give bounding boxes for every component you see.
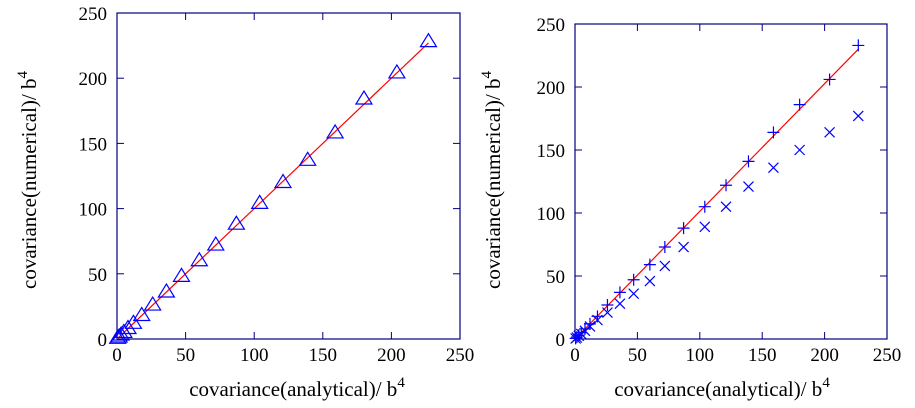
triangle-marker: [273, 173, 293, 189]
reference-line: [116, 42, 429, 340]
cross-marker: [794, 144, 806, 156]
y-axis-label: covariance(numerical)/ b4: [15, 71, 41, 289]
cross-marker: [768, 162, 779, 174]
plus-marker: [742, 155, 755, 168]
y-tick-label: 250: [537, 15, 566, 36]
triangle-marker: [298, 151, 317, 166]
plus-marker: [677, 222, 690, 235]
triangle-marker: [227, 215, 246, 230]
cross-marker: [678, 241, 690, 253]
plot-frame: [116, 12, 461, 340]
x-tick-label: 150: [309, 345, 338, 366]
x-tick-label: 50: [176, 345, 195, 366]
triangle-marker: [124, 314, 143, 329]
cross-marker: [743, 181, 754, 192]
triangle-marker: [143, 295, 162, 311]
triangle-marker: [250, 194, 269, 209]
triangle-marker: [172, 267, 191, 282]
x-tick-label: 0: [570, 345, 580, 366]
plus-marker: [627, 273, 640, 286]
plus-marker: [578, 322, 591, 335]
x-tick-label: 250: [873, 345, 902, 366]
y-tick-label: 100: [79, 200, 108, 221]
triangle-marker: [354, 89, 374, 105]
series-cross: [570, 110, 864, 344]
triangle-marker: [132, 306, 151, 322]
chart-panel-2: 0 50 100 150 200 250 0 50 100 150 200 250 covariance…: [479, 15, 901, 401]
y-tick-label: 200: [79, 69, 108, 90]
triangle-marker: [114, 323, 133, 339]
y-tick-label: 250: [79, 4, 108, 25]
plus-marker: [601, 298, 614, 311]
x-axis-label: covariance(analytical)/ b4: [614, 375, 830, 401]
triangle-marker: [326, 123, 345, 139]
cross-marker: [644, 275, 656, 287]
plus-marker: [698, 200, 711, 213]
x-tick-label: 50: [628, 345, 647, 366]
triangle-marker: [190, 251, 209, 267]
x-tick-label: 200: [810, 345, 839, 366]
x-tick-label: 100: [240, 345, 269, 366]
y-tick-label: 50: [546, 267, 565, 288]
x-tick-label: 100: [686, 345, 715, 366]
triangle-marker: [109, 327, 129, 343]
series-triangle: [108, 32, 438, 344]
x-tick-label: 0: [112, 345, 122, 366]
y-tick-label: 150: [79, 134, 108, 155]
x-tick-label: 250: [446, 345, 475, 366]
x-tick-label: 200: [377, 345, 406, 366]
plus-marker: [852, 39, 865, 52]
x-axis-label: covariance(analytical)/ b4: [189, 375, 405, 401]
triangle-marker: [419, 32, 438, 48]
y-tick-label: 150: [537, 141, 566, 162]
chart-panel-1: 0 50 100 150 200 250 0 50 100 150 200 250 covariance…: [15, 4, 474, 401]
plus-marker: [658, 241, 671, 254]
triangle-marker: [118, 319, 138, 335]
cross-marker: [602, 307, 613, 318]
y-tick-label: 200: [537, 78, 566, 99]
plus-marker: [767, 126, 780, 139]
triangle-marker: [387, 63, 406, 79]
y-tick-label: 0: [98, 330, 108, 351]
plus-marker: [643, 258, 656, 271]
triangle-marker: [157, 282, 176, 298]
cross-marker: [592, 314, 603, 326]
y-axis-label: covariance(numerical)/ b4: [479, 71, 505, 289]
reference-line: [574, 48, 859, 340]
cross-marker: [628, 288, 640, 300]
y-tick-label: 0: [556, 330, 566, 351]
plus-marker: [823, 73, 836, 86]
cross-marker: [659, 260, 671, 272]
triangle-marker: [206, 235, 225, 251]
y-tick-label: 50: [88, 265, 107, 286]
plus-marker: [793, 98, 806, 111]
plus-marker: [613, 286, 626, 299]
cross-marker: [852, 110, 864, 122]
plus-marker: [720, 179, 733, 192]
cross-marker: [824, 126, 836, 138]
plot-frame: [574, 23, 888, 340]
y-tick-label: 100: [537, 204, 566, 225]
cross-marker: [584, 320, 596, 332]
cross-marker: [614, 298, 626, 310]
cross-marker: [699, 221, 711, 233]
cross-marker: [720, 201, 732, 213]
x-tick-label: 150: [748, 345, 777, 366]
